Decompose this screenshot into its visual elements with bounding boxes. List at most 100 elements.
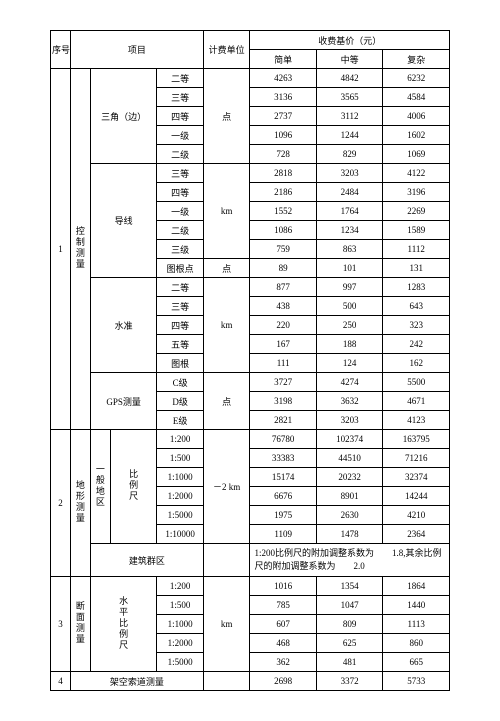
cell: 图根	[157, 354, 204, 373]
s1g4-unit: km	[203, 278, 250, 373]
cell: 四等	[157, 107, 204, 126]
cell: 4842	[316, 69, 382, 88]
cell: 32374	[383, 468, 450, 487]
s1g5-unit: 点	[203, 373, 250, 430]
cell: 四等	[157, 316, 204, 335]
cell: 2818	[250, 164, 316, 183]
h-seq: 序号	[51, 31, 71, 69]
cell: 607	[250, 615, 316, 634]
cell: 3565	[316, 88, 382, 107]
cell: 1047	[316, 596, 382, 615]
s2g1-unit: －2 km	[203, 430, 250, 544]
s3-cat: 断面测量	[70, 577, 90, 672]
cell: 481	[316, 653, 382, 672]
cell: 4122	[383, 164, 450, 183]
cell: 76780	[250, 430, 316, 449]
cell: 220	[250, 316, 316, 335]
cell: 863	[316, 240, 382, 259]
cell: 500	[316, 297, 382, 316]
s2-cat: 地形测量	[70, 430, 90, 577]
cell: 2364	[383, 525, 450, 544]
cell: 五等	[157, 335, 204, 354]
cell: 2630	[316, 506, 382, 525]
cell: 1602	[383, 126, 450, 145]
s2g1-n1: 一般地区	[90, 430, 110, 544]
cell: 163795	[383, 430, 450, 449]
cell: 1112	[383, 240, 450, 259]
cell: 1354	[316, 577, 382, 596]
s2-no: 2	[51, 430, 71, 577]
s1g4-name: 水准	[90, 278, 156, 373]
cell: 785	[250, 596, 316, 615]
cell: 71216	[383, 449, 450, 468]
cell: 2737	[250, 107, 316, 126]
cell: 2269	[383, 202, 450, 221]
cell: 4671	[383, 392, 450, 411]
cell: 1016	[250, 577, 316, 596]
cell: C级	[157, 373, 204, 392]
h-complex: 复杂	[383, 50, 450, 69]
cell: 997	[316, 278, 382, 297]
s1g2-name: 导线	[90, 164, 156, 278]
h-medium: 中等	[316, 50, 382, 69]
cell: 三等	[157, 164, 204, 183]
cell: 6232	[383, 69, 450, 88]
cell: 4274	[316, 373, 382, 392]
cell: 1086	[250, 221, 316, 240]
cell: 250	[316, 316, 382, 335]
cell: 二等	[157, 69, 204, 88]
cell: 2484	[316, 183, 382, 202]
cell: 2186	[250, 183, 316, 202]
cell: 101	[316, 259, 382, 278]
cell: 点	[203, 259, 250, 278]
cell: 877	[250, 278, 316, 297]
cell: 图根点	[157, 259, 204, 278]
cell: 1:2000	[157, 487, 204, 506]
cell: 1478	[316, 525, 382, 544]
cell: 3203	[316, 411, 382, 430]
cell: 二级	[157, 221, 204, 240]
cell: 759	[250, 240, 316, 259]
cell: 89	[250, 259, 316, 278]
pricing-table: 序号 项目 计费单位 收费基价（元） 简单 中等 复杂 1 控制测量 三角（边）…	[50, 30, 450, 691]
cell	[203, 672, 250, 691]
cell: 665	[383, 653, 450, 672]
cell: 1440	[383, 596, 450, 615]
cell: 1113	[383, 615, 450, 634]
cell: 1552	[250, 202, 316, 221]
cell: 3632	[316, 392, 382, 411]
cell: 二等	[157, 278, 204, 297]
cell: 438	[250, 297, 316, 316]
cell: 102374	[316, 430, 382, 449]
cell: 1864	[383, 577, 450, 596]
cell: 一级	[157, 126, 204, 145]
cell: 1:10000	[157, 525, 204, 544]
cell: 三级	[157, 240, 204, 259]
cell: 188	[316, 335, 382, 354]
cell: 2821	[250, 411, 316, 430]
cell: 3372	[316, 672, 382, 691]
cell: 4210	[383, 506, 450, 525]
s1g5-name: GPS测量	[90, 373, 156, 430]
cell: 4006	[383, 107, 450, 126]
s2g2-name: 建筑群区	[90, 544, 203, 577]
s1g1-name: 三角（边）	[90, 69, 156, 164]
s3g1-unit: km	[203, 577, 250, 672]
cell: 8901	[316, 487, 382, 506]
cell: 1:500	[157, 449, 204, 468]
cell: 5500	[383, 373, 450, 392]
cell: 5733	[383, 672, 450, 691]
cell: 1:200	[157, 577, 204, 596]
cell: 33383	[250, 449, 316, 468]
cell: 728	[250, 145, 316, 164]
cell: 111	[250, 354, 316, 373]
cell: 1096	[250, 126, 316, 145]
cell: 15174	[250, 468, 316, 487]
cell: 1:500	[157, 596, 204, 615]
cell: 829	[316, 145, 382, 164]
cell: 860	[383, 634, 450, 653]
cell: 809	[316, 615, 382, 634]
s1g2-unit: km	[203, 164, 250, 259]
cell: 468	[250, 634, 316, 653]
cell: 4123	[383, 411, 450, 430]
